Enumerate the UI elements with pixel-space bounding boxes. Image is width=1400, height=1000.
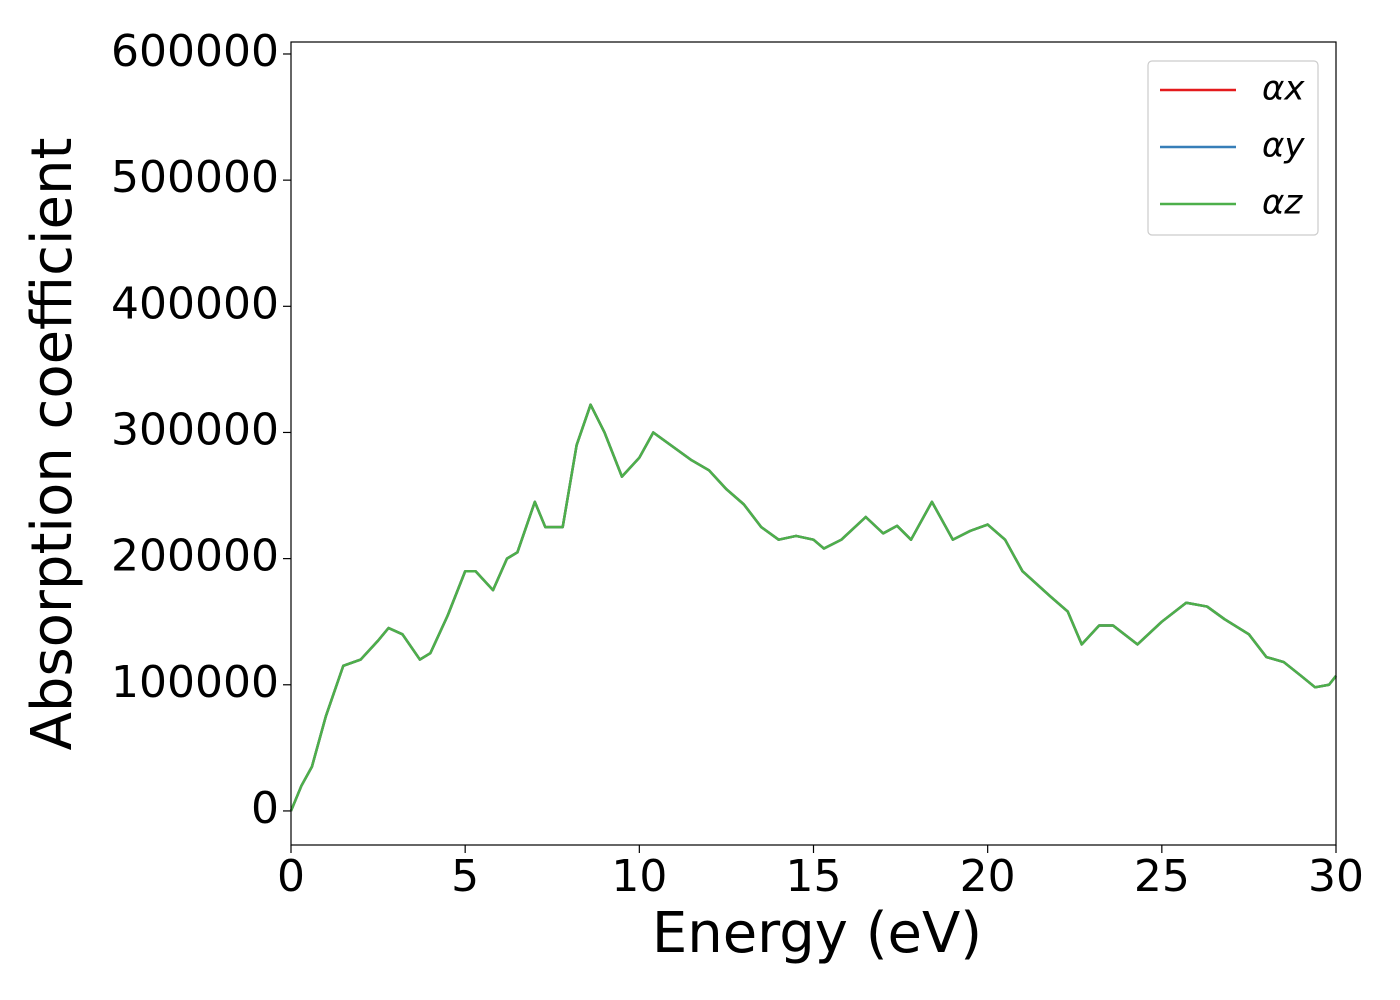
- data-line: [289, 403, 1337, 812]
- x-tick-label: 5: [451, 851, 479, 902]
- x-axis-label: Energy (eV): [652, 901, 982, 966]
- legend-label: αx: [1262, 69, 1305, 109]
- y-tick-label: 200000: [111, 531, 279, 582]
- y-tick-label: 600000: [111, 26, 279, 77]
- x-tick-label: 10: [611, 851, 667, 902]
- y-tick-label: 400000: [111, 278, 279, 329]
- legend-label: αz: [1262, 183, 1303, 223]
- x-tick-label: 20: [960, 851, 1016, 902]
- x-tick-label: 30: [1308, 851, 1364, 902]
- plot-frame: [290, 41, 1337, 846]
- x-tick-label: 15: [786, 851, 842, 902]
- x-tick-label: 0: [277, 851, 305, 902]
- y-tick-label: 100000: [111, 657, 279, 708]
- y-tick-label: 500000: [111, 152, 279, 203]
- legend-label: αy: [1262, 126, 1305, 166]
- y-axis-label: Absorption coefficient: [20, 138, 85, 751]
- x-tick-label: 25: [1134, 851, 1190, 902]
- y-tick-label: 300000: [111, 404, 279, 455]
- y-tick-label: 0: [251, 783, 279, 834]
